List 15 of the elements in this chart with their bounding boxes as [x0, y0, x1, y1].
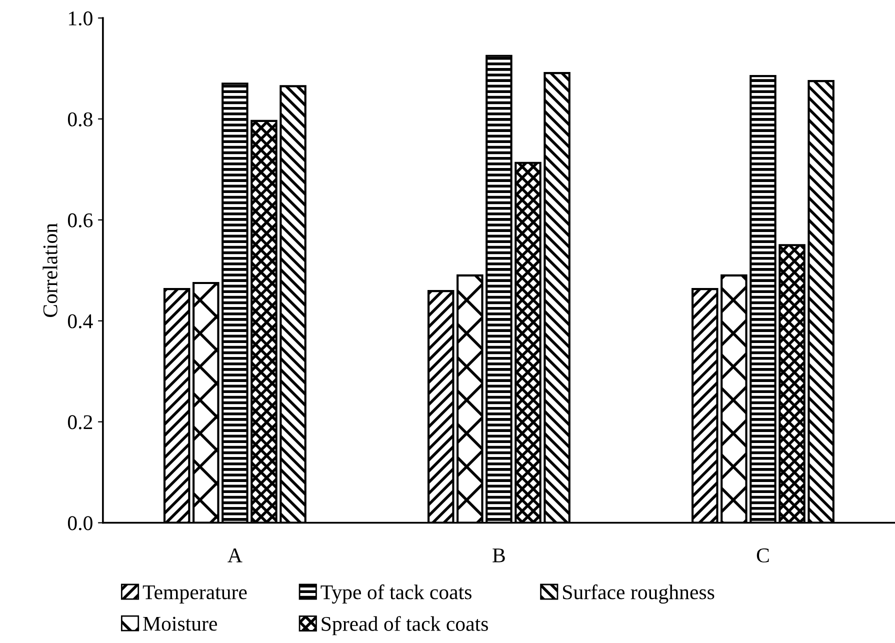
y-tick-label: 0.4 — [68, 314, 93, 328]
y-axis-title: Correlation — [42, 223, 58, 317]
y-tick-label: 0.6 — [68, 213, 93, 228]
y-tick-label: 0.8 — [68, 112, 92, 126]
x-tick-label: B — [492, 548, 505, 562]
x-tick-label: C — [756, 548, 769, 562]
legend-label: Spread of tack coats — [322, 616, 488, 636]
legend-label: Temperature — [142, 585, 247, 604]
x-tick-label: A — [228, 548, 242, 562]
y-tick-label: 0.0 — [68, 516, 92, 530]
legend-label: Type of tack coats — [320, 584, 472, 604]
legend-label: Surface roughness — [563, 584, 714, 604]
y-tick-label: 1.0 — [68, 11, 92, 26]
legend-label: Moisture — [143, 616, 218, 631]
y-tick-label: 0.2 — [68, 415, 92, 430]
